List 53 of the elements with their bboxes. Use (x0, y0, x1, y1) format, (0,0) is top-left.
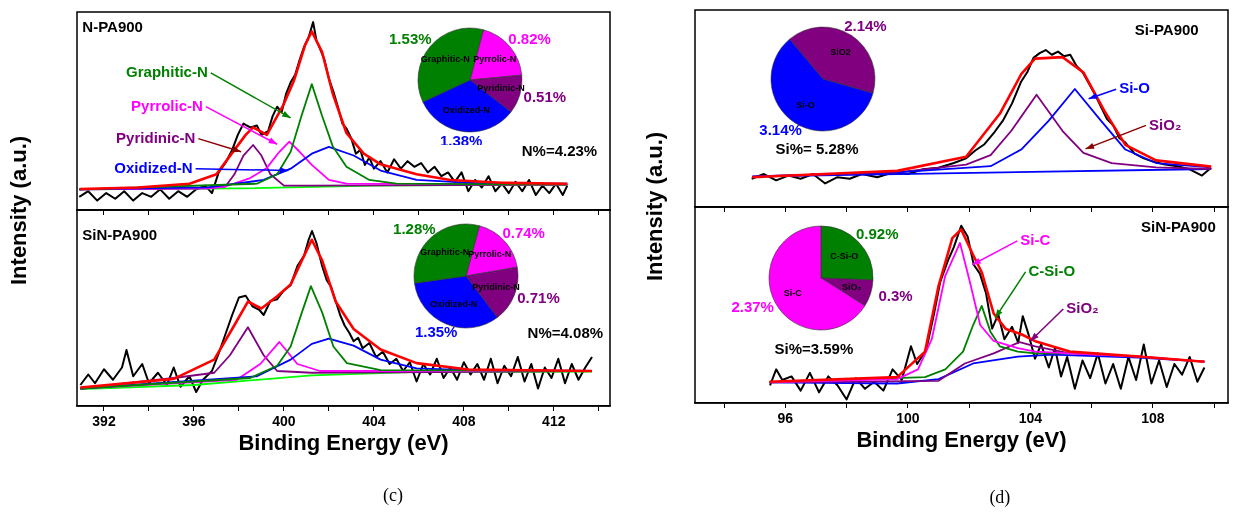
data-label: 1.38% (439, 131, 483, 149)
text: C-Si-O (1028, 262, 1076, 279)
text: (d) (989, 486, 1011, 508)
x-tick-label: 392 (92, 413, 116, 430)
slice-label: Oxidized-N (430, 299, 478, 310)
x-tick-label: 96 (777, 410, 794, 427)
slice-label: Graphitic-N (420, 247, 470, 258)
chart-title: N-PA900 (82, 17, 143, 35)
data-label: 2.14% (844, 17, 887, 35)
data-label: 1.35% (414, 323, 458, 341)
x-axis-title: Binding Energy (eV) (856, 426, 1067, 452)
chart-title: SiN-PA900 (82, 225, 158, 243)
annotation: Si%=3.59% (774, 339, 854, 357)
series-label: Oxidized-N (114, 158, 193, 176)
slice-label: SiO2 (830, 47, 851, 58)
text: Graphitic-N (126, 63, 208, 81)
data-label: 0.3% (878, 286, 913, 304)
text: Pyrrolic-N (131, 96, 203, 114)
x-axis-title: Binding Energy (eV) (238, 429, 449, 455)
x-tick-label: 404 (362, 413, 386, 430)
data-label: 2.37% (731, 298, 774, 316)
text: SiO₂ (1066, 299, 1099, 317)
slice-label: Si-C (783, 287, 803, 298)
text: Pyridinic-N (116, 128, 196, 146)
x-tick-label: 396 (182, 413, 206, 430)
data-label: 0.74% (502, 224, 545, 242)
data-label: 1.28% (393, 219, 436, 237)
data-label: 1.53% (389, 30, 432, 48)
slice-label: Oxidized-N (442, 105, 490, 116)
x-tick-label: 400 (272, 413, 296, 430)
text: SiO₂ (1148, 115, 1182, 133)
slice-label: SiO₂ (842, 281, 862, 292)
y-axis-title: Intensity (a.u.) (641, 130, 668, 284)
text: Si-C (1020, 230, 1051, 248)
text: (c) (383, 485, 404, 507)
chart-title: Si-PA900 (1134, 21, 1199, 39)
data-label: 0.82% (508, 30, 551, 48)
annotation: Si%= 5.28% (775, 140, 859, 158)
x-tick-label: 412 (542, 413, 566, 430)
annotation: N%=4.08% (527, 324, 604, 342)
slice-label: C-Si-O (830, 250, 859, 261)
y-axis-title: Intensity (a.u.) (5, 134, 32, 287)
x-tick-label: 100 (896, 410, 920, 427)
x-tick-label: 104 (1018, 410, 1043, 427)
slice-label: Si-O (796, 99, 815, 110)
legend-label: Si-O (1119, 79, 1151, 97)
annotation: N%=4.23% (521, 142, 598, 160)
x-tick-label: 108 (1141, 410, 1165, 427)
data-label: 3.14% (759, 121, 802, 139)
data-label: 0.92% (855, 225, 899, 243)
x-tick-label: 408 (452, 413, 476, 430)
chart-title: SiN-PA900 (1140, 217, 1216, 235)
data-label: 0.51% (523, 87, 567, 105)
